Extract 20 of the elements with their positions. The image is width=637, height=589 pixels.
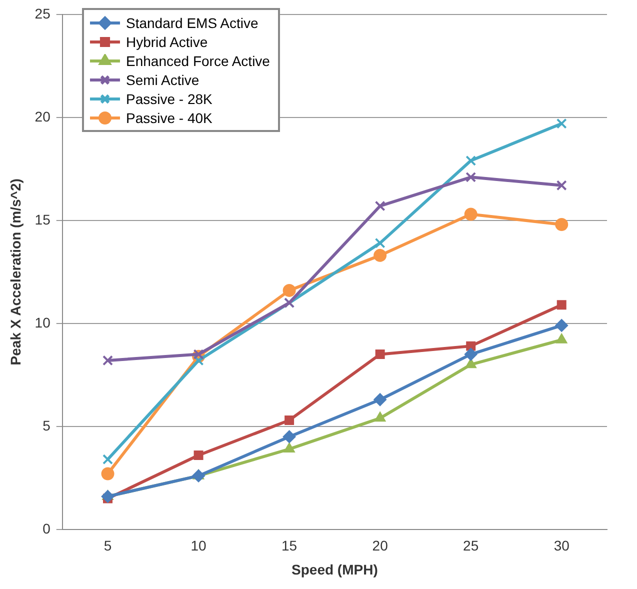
x-tick-label: 25	[463, 538, 479, 554]
legend-label: Enhanced Force Active	[126, 52, 270, 68]
legend-label: Hybrid Active	[126, 34, 208, 50]
y-tick-label: 0	[42, 520, 51, 536]
y-axis-title: Peak X Acceleration (m/s^2)	[7, 178, 24, 366]
x-tick-label: 5	[104, 538, 112, 554]
legend-label: Passive - 28K	[126, 90, 212, 106]
y-tick-label: 10	[34, 314, 51, 330]
x-tick-label: 20	[372, 538, 388, 554]
x-tick-label: 30	[554, 538, 570, 554]
x-tick-label: 15	[282, 538, 298, 554]
y-tick-label: 15	[34, 211, 51, 228]
x-tick-label: 10	[190, 538, 207, 554]
legend-label: Semi Active	[126, 72, 200, 88]
x-axis-title: Speed (MPH)	[292, 561, 378, 578]
y-tick-label: 25	[34, 5, 51, 22]
legend-label: Passive - 40K	[126, 110, 212, 126]
y-tick-label: 5	[42, 417, 51, 434]
legend-label: Standard EMS Active	[126, 14, 258, 30]
y-tick-label: 20	[34, 108, 51, 124]
